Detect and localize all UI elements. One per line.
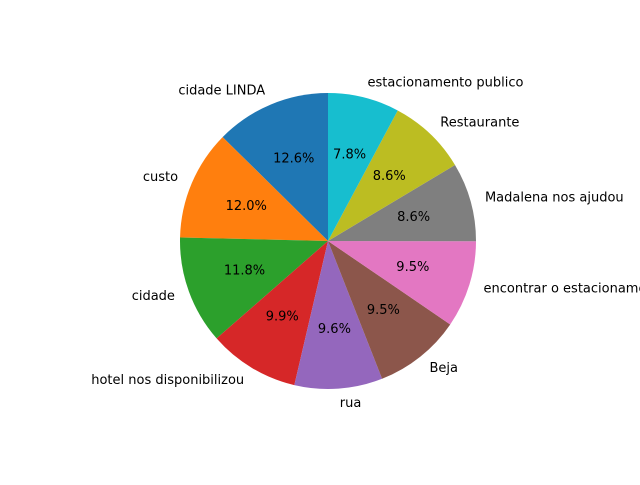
- slice-category-label: Beja: [429, 361, 458, 376]
- slice-category-label: cidade LINDA: [178, 83, 265, 98]
- slice-category-label: cidade: [132, 289, 175, 304]
- slice-category-label: custo: [143, 170, 178, 185]
- slice-category-label: encontrar o estacionamento: [484, 282, 640, 297]
- slice-percent-label: 7.8%: [333, 147, 366, 162]
- pie-slices: [180, 93, 476, 389]
- slice-category-label: estacionamento publico: [368, 76, 524, 91]
- slice-percent-label: 9.9%: [266, 310, 299, 325]
- slice-category-label: Restaurante: [440, 116, 519, 131]
- slice-percent-label: 9.5%: [367, 303, 400, 318]
- slice-percent-label: 9.6%: [318, 322, 351, 337]
- slice-category-label: rua: [340, 396, 362, 411]
- slice-category-label: hotel nos disponibilizou: [91, 373, 244, 388]
- slice-percent-label: 12.6%: [273, 152, 314, 167]
- slice-percent-label: 9.5%: [396, 260, 429, 275]
- slice-percent-label: 8.6%: [397, 210, 430, 225]
- slice-percent-label: 12.0%: [226, 199, 267, 214]
- slice-percent-label: 11.8%: [224, 264, 265, 279]
- slice-category-label: Madalena nos ajudou: [485, 190, 624, 205]
- slice-percent-label: 8.6%: [373, 169, 406, 184]
